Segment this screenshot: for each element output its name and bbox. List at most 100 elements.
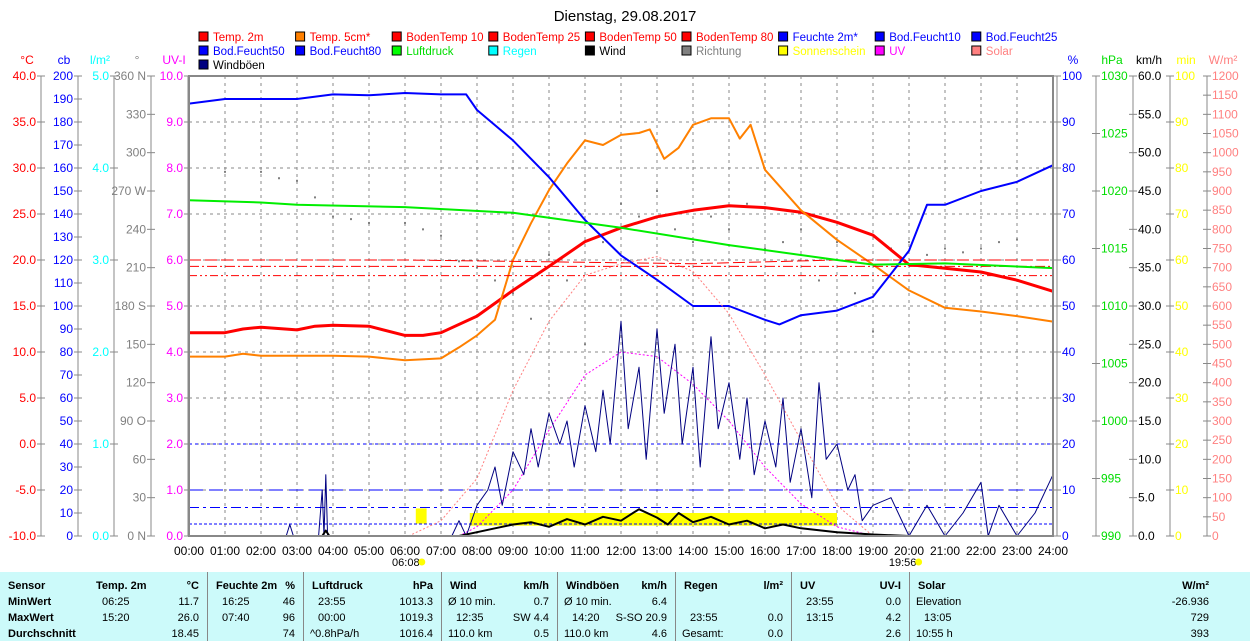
legend-label: Temp. 2m bbox=[213, 32, 264, 44]
stats-cell: Elevation bbox=[916, 596, 962, 608]
legend-label: UV bbox=[889, 46, 905, 58]
axis-tick-label: 210 bbox=[126, 261, 146, 275]
direction-point bbox=[656, 190, 658, 192]
axis-tick-label: -10.0 bbox=[9, 529, 37, 543]
legend-label: Solar bbox=[986, 46, 1013, 58]
axis-unit-temp: °C bbox=[20, 53, 34, 67]
axis-tick-label: 140 bbox=[53, 207, 73, 221]
series-line-bodentemp-10 bbox=[189, 259, 1053, 265]
legend-swatch bbox=[584, 45, 595, 56]
legend-label: Bod.Feucht80 bbox=[310, 46, 382, 58]
direction-point bbox=[908, 241, 910, 244]
axis-tick-label: 330 bbox=[126, 107, 146, 121]
direction-point bbox=[458, 260, 460, 263]
legend-label: Bod.Feucht25 bbox=[986, 32, 1058, 44]
x-tick-label: 07:00 bbox=[426, 544, 456, 558]
stats-cell: Regen bbox=[684, 580, 718, 592]
stats-column: Solar W/m² Elevation -26.936 13:05 729 10:55 h… bbox=[910, 572, 1249, 641]
legend-label: BodenTemp 25 bbox=[503, 32, 580, 44]
x-tick-label: 18:00 bbox=[822, 544, 852, 558]
axis-tick-label: 20 bbox=[60, 483, 74, 497]
axis-tick-label: 0.0 bbox=[19, 437, 36, 451]
series-line-temp-5cm- bbox=[189, 117, 1054, 362]
axis-tick-label: 1150 bbox=[1212, 88, 1238, 102]
stats-cell: km/h bbox=[641, 580, 667, 592]
stats-cell: ^0.8hPa/h bbox=[310, 628, 360, 640]
stats-cell: Windböen bbox=[566, 580, 620, 592]
direction-point bbox=[566, 279, 568, 282]
legend-swatch bbox=[198, 59, 209, 70]
legend-swatch bbox=[295, 45, 306, 56]
axis-tick-label: 995 bbox=[1101, 472, 1121, 486]
axis-tick-label: 180 bbox=[53, 115, 73, 129]
stats-cell: Temp. 2m bbox=[96, 580, 147, 592]
axis-tick-label: 10.0 bbox=[13, 345, 37, 359]
x-tick-label: 24:00 bbox=[1038, 544, 1068, 558]
sunrise-time: 06:08 bbox=[392, 557, 420, 569]
legend-swatch bbox=[584, 31, 595, 42]
axis-tick-label: 7.0 bbox=[166, 207, 183, 221]
axis-tick-label: 600 bbox=[1212, 299, 1232, 313]
direction-point bbox=[926, 253, 928, 256]
direction-point bbox=[962, 251, 964, 254]
axis-unit-dir: ° bbox=[135, 53, 140, 67]
axis-tick-label: 0 bbox=[66, 529, 73, 543]
legend-label: BodenTemp 10 bbox=[406, 32, 483, 44]
axis-tick-label: 300 bbox=[1212, 414, 1232, 428]
stats-column: Regen l/m² 23:55 0.0 Gesamt: 0.0 bbox=[676, 572, 792, 641]
axis-tick-label: 20.0 bbox=[1138, 376, 1162, 390]
axis-tick-label: 850 bbox=[1212, 203, 1232, 217]
stats-cell: 00:00 bbox=[318, 612, 346, 624]
legend-swatch bbox=[295, 31, 306, 42]
axis-tick-label: 90 O bbox=[120, 414, 146, 428]
stats-cell: 0.7 bbox=[533, 596, 549, 608]
axis-tick-label: 80 bbox=[60, 345, 74, 359]
x-tick-label: 04:00 bbox=[318, 544, 348, 558]
stats-cell: 13:15 bbox=[806, 612, 834, 624]
axis-tick-label: 270 W bbox=[111, 184, 146, 198]
stats-cell: Luftdruck bbox=[312, 580, 363, 592]
stats-column: Windböen km/h Ø 10 min. 6.4 14:20 S-SO 20.9 11… bbox=[558, 572, 676, 641]
axis-tick-label: 200 bbox=[1212, 452, 1232, 466]
axis-tick-label: 50 bbox=[60, 414, 74, 428]
axis-tick-label: 1000 bbox=[1101, 414, 1128, 428]
stats-cell: MaxWert bbox=[8, 612, 54, 624]
stats-cell: °C bbox=[186, 580, 199, 592]
direction-point bbox=[872, 330, 874, 333]
axis-tick-label: 20.0 bbox=[13, 253, 37, 267]
direction-point bbox=[494, 279, 496, 282]
axis-tick-label: 40 bbox=[1062, 345, 1076, 359]
direction-point bbox=[818, 279, 820, 282]
axis-tick-label: 110 bbox=[54, 276, 73, 290]
axis-tick-label: 170 bbox=[53, 138, 73, 152]
stats-cell: -26.936 bbox=[1171, 596, 1209, 608]
stats-column: UV UV-I 23:55 0.0 13:15 4.2 2.6 bbox=[792, 572, 910, 641]
axis-tick-label: 30 bbox=[1175, 391, 1189, 405]
stats-cell: 0.0 bbox=[767, 612, 783, 624]
stats-cell: SW 4.4 bbox=[512, 612, 549, 624]
axis-tick-label: 160 bbox=[53, 161, 73, 175]
stats-cell: 10:55 h bbox=[916, 628, 953, 640]
stats-cell: 07:40 bbox=[222, 612, 250, 624]
axis-tick-label: 40 bbox=[60, 437, 74, 451]
x-tick-label: 02:00 bbox=[246, 544, 276, 558]
axis-tick-label: 950 bbox=[1212, 165, 1232, 179]
direction-point bbox=[404, 221, 406, 224]
stats-column: Sensor MinWert MaxWert Durchschnitt bbox=[0, 572, 87, 641]
stats-cell: hPa bbox=[412, 580, 433, 592]
axis-tick-label: -5.0 bbox=[15, 483, 36, 497]
axis-tick-label: 3.0 bbox=[92, 253, 109, 267]
axis-tick-label: 180 S bbox=[115, 299, 146, 313]
stats-cell: 0.0 bbox=[767, 628, 783, 640]
stats-cell: km/h bbox=[523, 580, 549, 592]
axis-tick-label: 120 bbox=[53, 253, 73, 267]
x-tick-label: 23:00 bbox=[1002, 544, 1032, 558]
axis-tick-label: 50.0 bbox=[1138, 146, 1162, 160]
axis-tick-label: 240 bbox=[126, 222, 146, 236]
axis-tick-label: 360 N bbox=[114, 69, 146, 83]
axis-tick-label: 10 bbox=[60, 506, 74, 520]
legend-swatch bbox=[391, 45, 402, 56]
x-tick-label: 12:00 bbox=[606, 544, 636, 558]
stats-cell: 13:05 bbox=[924, 612, 952, 624]
stats-cell: 4.2 bbox=[885, 612, 901, 624]
